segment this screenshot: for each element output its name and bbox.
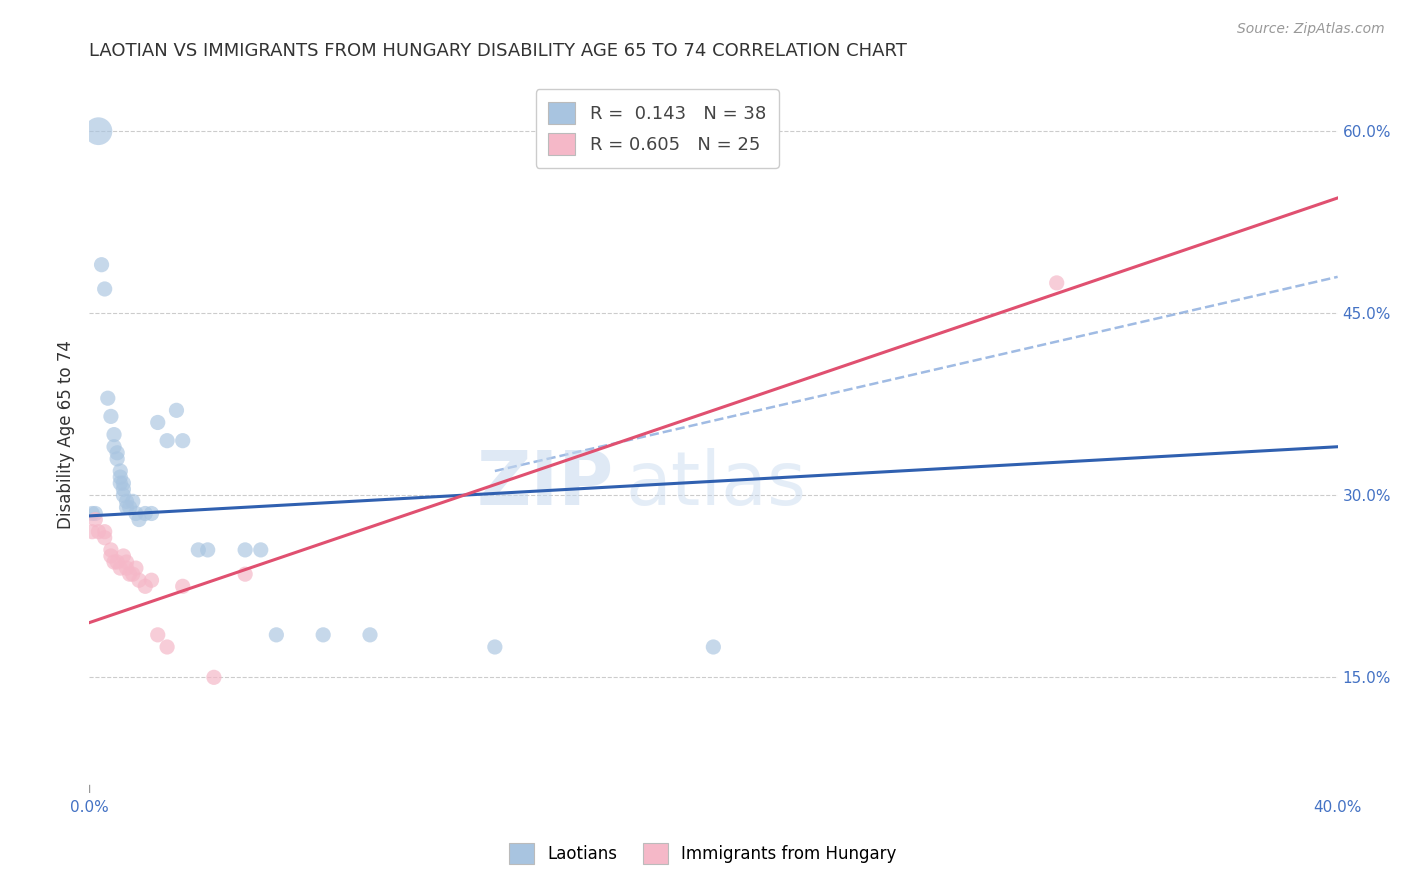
Point: [233, 567, 256, 582]
Point: [249, 542, 271, 557]
Point: [82, 524, 104, 539]
Y-axis label: Disability Age 65 to 74: Disability Age 65 to 74: [58, 340, 75, 529]
Point: [103, 555, 125, 569]
Point: [166, 403, 188, 417]
Point: [87, 524, 110, 539]
Point: [141, 507, 163, 521]
Point: [105, 446, 128, 460]
Point: [110, 476, 132, 491]
Legend: Laotians, Immigrants from Hungary: Laotians, Immigrants from Hungary: [503, 837, 903, 871]
Point: [312, 628, 335, 642]
Point: [233, 542, 256, 557]
Point: [202, 670, 225, 684]
Point: [702, 640, 724, 654]
Point: [110, 470, 132, 484]
Point: [125, 561, 148, 575]
Point: [134, 507, 156, 521]
Point: [112, 482, 135, 496]
Point: [197, 542, 219, 557]
Point: [359, 628, 381, 642]
Point: [146, 628, 169, 642]
Text: ZIP: ZIP: [477, 448, 613, 521]
Point: [100, 542, 122, 557]
Point: [115, 561, 138, 575]
Point: [112, 476, 135, 491]
Point: [121, 494, 143, 508]
Point: [112, 488, 135, 502]
Point: [87, 124, 110, 138]
Point: [128, 573, 150, 587]
Point: [100, 409, 122, 424]
Point: [115, 494, 138, 508]
Point: [118, 567, 141, 582]
Point: [125, 507, 148, 521]
Point: [115, 500, 138, 515]
Text: atlas: atlas: [626, 448, 807, 521]
Text: LAOTIAN VS IMMIGRANTS FROM HUNGARY DISABILITY AGE 65 TO 74 CORRELATION CHART: LAOTIAN VS IMMIGRANTS FROM HUNGARY DISAB…: [89, 42, 907, 60]
Point: [105, 555, 128, 569]
Text: Source: ZipAtlas.com: Source: ZipAtlas.com: [1237, 22, 1385, 37]
Point: [118, 500, 141, 515]
Point: [103, 427, 125, 442]
Point: [156, 434, 179, 448]
Point: [84, 512, 107, 526]
Point: [266, 628, 288, 642]
Point: [156, 640, 179, 654]
Point: [97, 391, 120, 405]
Point: [141, 573, 163, 587]
Point: [128, 512, 150, 526]
Point: [121, 567, 143, 582]
Point: [172, 579, 194, 593]
Point: [93, 524, 115, 539]
Point: [1046, 276, 1069, 290]
Point: [105, 451, 128, 466]
Point: [93, 531, 115, 545]
Point: [115, 555, 138, 569]
Point: [103, 440, 125, 454]
Point: [110, 561, 132, 575]
Point: [146, 416, 169, 430]
Point: [84, 507, 107, 521]
Point: [93, 282, 115, 296]
Point: [110, 464, 132, 478]
Point: [112, 549, 135, 563]
Point: [100, 549, 122, 563]
Point: [187, 542, 209, 557]
Point: [82, 507, 104, 521]
Point: [90, 258, 112, 272]
Legend: R =  0.143   N = 38, R = 0.605   N = 25: R = 0.143 N = 38, R = 0.605 N = 25: [536, 89, 779, 168]
Point: [172, 434, 194, 448]
Point: [134, 579, 156, 593]
Point: [484, 640, 506, 654]
